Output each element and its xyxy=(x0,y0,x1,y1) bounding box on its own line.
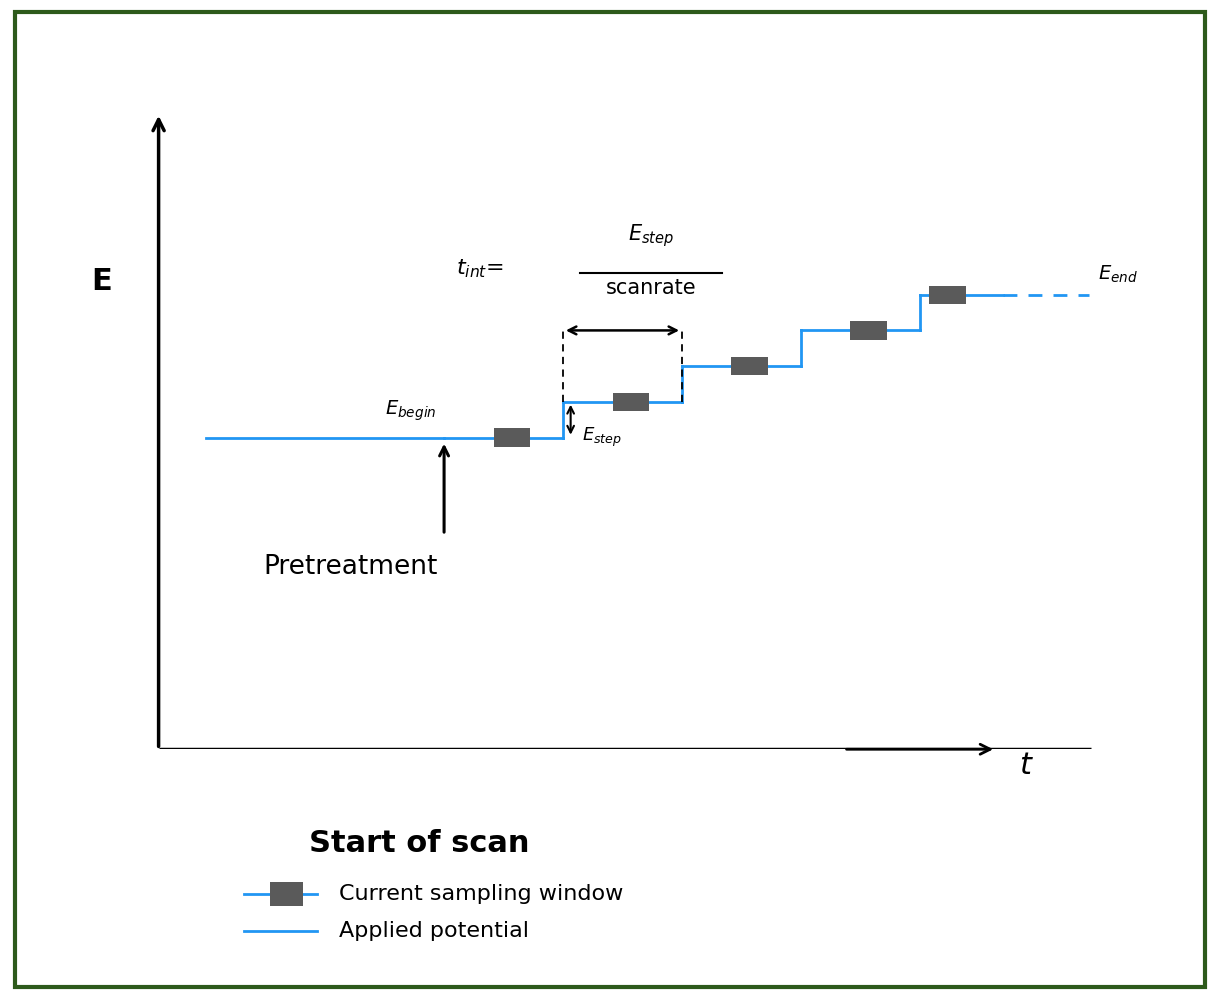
Bar xyxy=(930,286,965,304)
Text: Current sampling window: Current sampling window xyxy=(339,884,623,904)
Text: $t_{int}$=: $t_{int}$= xyxy=(456,258,504,280)
Text: Applied potential: Applied potential xyxy=(339,921,529,941)
Text: E: E xyxy=(92,267,112,297)
Bar xyxy=(612,393,649,411)
Text: Pretreatment: Pretreatment xyxy=(264,554,438,580)
Text: t: t xyxy=(1019,751,1031,780)
Bar xyxy=(494,429,529,447)
Text: $E_{begin}$: $E_{begin}$ xyxy=(384,399,437,424)
Text: Start of scan: Start of scan xyxy=(310,829,529,858)
Text: scanrate: scanrate xyxy=(606,279,697,299)
Bar xyxy=(732,357,767,376)
Bar xyxy=(850,322,887,340)
Text: $E_{step}$: $E_{step}$ xyxy=(582,427,622,450)
Text: $E_{end}$: $E_{end}$ xyxy=(1098,264,1138,285)
Text: $E_{step}$: $E_{step}$ xyxy=(628,223,675,250)
